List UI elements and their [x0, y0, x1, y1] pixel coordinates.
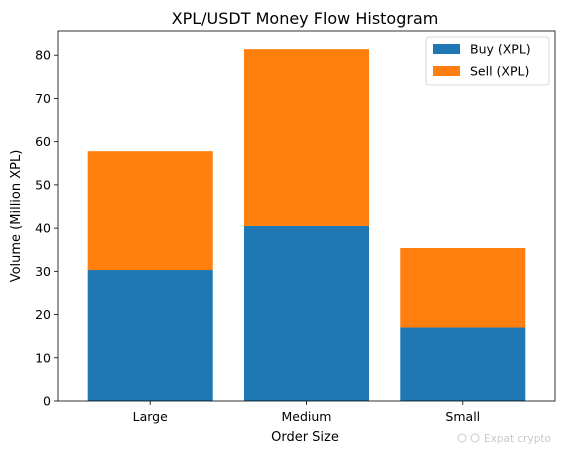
x-axis-label: Order Size	[271, 430, 339, 445]
y-axis: 0 10 20 30 40 50 60 70 80	[35, 48, 58, 409]
watermark: Expat crypto	[457, 433, 551, 445]
y-tick-label: 80	[35, 48, 51, 63]
y-tick-label: 50	[35, 177, 51, 192]
x-tick-label: Medium	[282, 409, 332, 424]
y-axis-label: Volume (Million XPL)	[9, 150, 24, 283]
watermark-text: Expat crypto	[484, 433, 551, 445]
y-tick-label: 40	[35, 221, 51, 236]
y-tick-label: 0	[43, 394, 51, 409]
bar-buy-small	[400, 327, 526, 401]
y-tick-label: 20	[35, 307, 51, 322]
legend-label-buy: Buy (XPL)	[470, 42, 531, 57]
bar-sell-large	[87, 151, 213, 271]
legend-swatch-buy	[433, 44, 460, 54]
x-tick-label: Small	[445, 409, 480, 424]
y-tick-label: 30	[35, 264, 51, 279]
bar-buy-large	[87, 270, 213, 401]
bar-buy-medium	[243, 225, 370, 401]
y-tick-label: 60	[35, 134, 51, 149]
chart-title: XPL/USDT Money Flow Histogram	[172, 9, 439, 28]
legend: Buy (XPL) Sell (XPL)	[425, 36, 550, 86]
x-axis: Large Medium Small	[133, 401, 480, 424]
legend-swatch-sell	[433, 66, 460, 76]
watermark-icon-secondary	[470, 433, 480, 443]
bars-group	[87, 49, 526, 401]
legend-label-sell: Sell (XPL)	[470, 64, 529, 79]
y-tick-label: 10	[35, 350, 51, 365]
bar-sell-small	[400, 247, 526, 328]
bar-sell-medium	[243, 49, 370, 226]
watermark-icon	[457, 433, 467, 443]
x-tick-label: Large	[133, 409, 168, 424]
y-tick-label: 70	[35, 91, 51, 106]
